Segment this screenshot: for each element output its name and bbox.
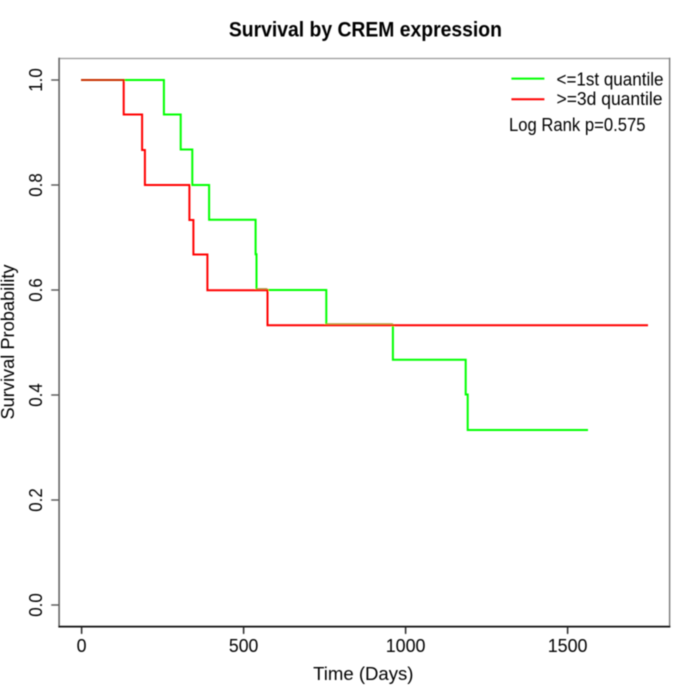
svg-text:1.0: 1.0 <box>25 68 46 92</box>
svg-text:0.8: 0.8 <box>25 173 46 197</box>
svg-text:0.0: 0.0 <box>25 593 46 617</box>
svg-text:0.6: 0.6 <box>25 278 46 302</box>
svg-text:500: 500 <box>229 635 258 656</box>
svg-text:0.4: 0.4 <box>25 383 46 407</box>
svg-text:Time (Days): Time (Days) <box>313 663 413 684</box>
svg-text:Survival by CREM expression: Survival by CREM expression <box>229 19 502 42</box>
svg-text:<=1st quantile: <=1st quantile <box>557 70 664 90</box>
svg-text:1000: 1000 <box>386 635 426 656</box>
svg-text:0: 0 <box>77 635 87 656</box>
svg-text:0.2: 0.2 <box>25 488 46 512</box>
svg-text:Log Rank p=0.575: Log Rank p=0.575 <box>509 115 646 135</box>
svg-text:1500: 1500 <box>548 635 588 656</box>
svg-text:Survival Probability: Survival Probability <box>0 264 18 420</box>
svg-text:>=3d quantile: >=3d quantile <box>557 89 663 109</box>
